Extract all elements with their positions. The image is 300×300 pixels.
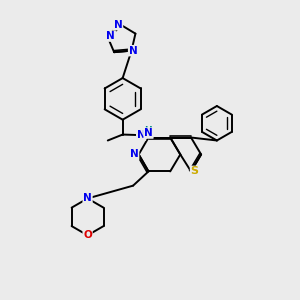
- Text: N: N: [114, 20, 122, 30]
- Text: N: N: [137, 130, 146, 140]
- Text: N: N: [144, 128, 153, 138]
- Text: S: S: [190, 167, 199, 176]
- Text: N: N: [83, 194, 92, 203]
- Text: N: N: [106, 31, 115, 41]
- Text: O: O: [83, 230, 92, 240]
- Text: N: N: [129, 46, 137, 56]
- Text: N: N: [130, 149, 139, 160]
- Text: H: H: [144, 127, 152, 136]
